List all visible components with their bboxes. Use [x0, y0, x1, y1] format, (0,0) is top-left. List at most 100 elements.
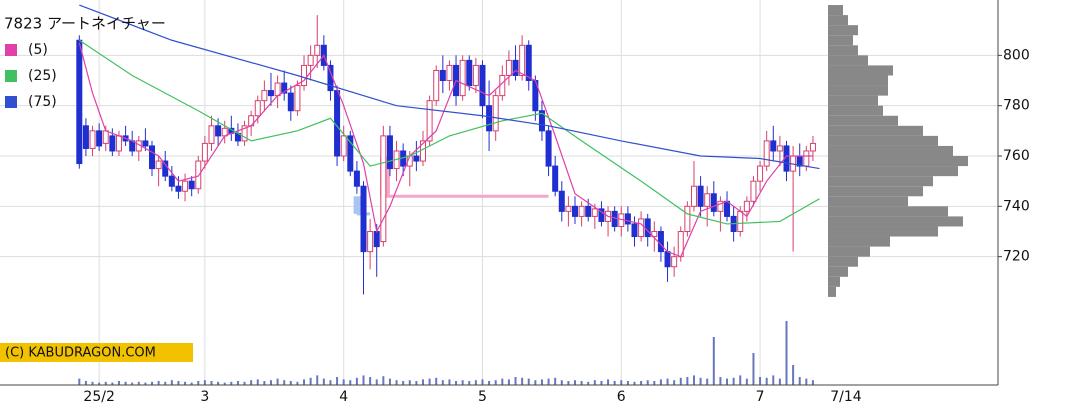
volume-bar — [131, 382, 134, 385]
candle-body — [624, 213, 631, 225]
x-tick-label: 25/2 — [83, 389, 114, 405]
volume-bar — [580, 381, 583, 385]
volume-bar — [395, 380, 398, 385]
candle-body — [149, 145, 156, 170]
volume-bar — [362, 375, 365, 385]
volume-bar — [402, 381, 405, 385]
volume-bar — [184, 381, 187, 385]
candle-body — [182, 180, 189, 192]
y-tick-label: 800 — [1003, 47, 1030, 63]
volume-bar — [415, 381, 418, 385]
volume-bar — [732, 377, 735, 385]
candle-body — [215, 125, 222, 137]
volume-bar — [197, 381, 200, 385]
profile-bar — [828, 266, 848, 277]
profile-bar — [828, 135, 938, 146]
candle-body — [558, 190, 565, 212]
volume-bar — [223, 382, 226, 385]
volume-bar — [593, 380, 596, 385]
volume-bar — [448, 379, 451, 385]
volume-bar — [686, 377, 689, 385]
candle-body — [274, 82, 281, 97]
candle-body — [697, 185, 704, 207]
volume-bar — [355, 377, 358, 385]
candle-body — [538, 110, 545, 132]
volume-bar — [494, 380, 497, 385]
profile-bar — [828, 85, 888, 96]
candle-body — [459, 59, 466, 97]
legend-swatch — [5, 70, 17, 82]
volume-bar — [706, 378, 709, 385]
x-end-label: 7/14 — [830, 389, 862, 405]
candle-body — [671, 256, 678, 268]
profile-bar — [828, 5, 843, 16]
x-tick-label: 5 — [478, 389, 487, 405]
candle-body — [505, 59, 512, 76]
candle-body — [690, 185, 697, 207]
profile-bar — [828, 216, 963, 227]
candle-body — [572, 205, 579, 217]
candle-body — [76, 39, 83, 165]
volume-bar — [712, 337, 715, 385]
volume-bar — [692, 375, 695, 385]
candle-body — [96, 130, 103, 147]
volume-bar — [329, 380, 332, 385]
volume-bar — [296, 381, 299, 385]
candle-body — [360, 185, 367, 253]
candle-body — [386, 135, 393, 170]
volume-bar — [269, 380, 272, 385]
candle-body — [657, 231, 664, 253]
x-tick-label: 3 — [200, 389, 209, 405]
candle-body — [168, 175, 175, 187]
volume-bar — [613, 381, 616, 385]
gap-box — [353, 196, 364, 214]
volume-bar — [230, 381, 233, 385]
candle-body — [340, 135, 347, 157]
y-tick-label: 740 — [1003, 198, 1030, 214]
volume-bar — [157, 381, 160, 385]
profile-bar — [828, 115, 898, 126]
candle-body — [664, 251, 671, 268]
candle-body — [803, 150, 810, 167]
legend-swatch — [5, 44, 17, 56]
volume-bar — [104, 381, 107, 385]
volume-bar — [408, 380, 411, 385]
volume-bar — [726, 378, 729, 385]
volume-bar — [250, 380, 253, 385]
candle-body — [644, 218, 651, 238]
profile-bar — [828, 156, 968, 167]
candle-body — [301, 64, 308, 87]
candle-body — [591, 208, 598, 217]
volume-bar — [111, 382, 114, 385]
volume-bar — [534, 380, 537, 385]
candle-body — [724, 200, 731, 217]
candle-body — [492, 95, 499, 132]
candle-body — [241, 125, 248, 142]
candle-body — [195, 160, 202, 190]
candle-body — [142, 140, 149, 147]
volume-bar — [507, 379, 510, 385]
volume-bar — [375, 379, 378, 385]
volume-bar — [435, 377, 438, 385]
candle-body — [175, 185, 182, 192]
volume-bar — [441, 380, 444, 385]
volume-bar — [217, 381, 220, 385]
candle-body — [598, 208, 605, 222]
y-tick-label: 760 — [1003, 148, 1030, 164]
candle-body — [552, 165, 559, 192]
candle-body — [512, 59, 519, 76]
volume-bar — [481, 379, 484, 385]
candle-body — [578, 205, 585, 217]
volume-bar — [719, 377, 722, 385]
volume-bar — [98, 382, 101, 385]
volume-bar — [256, 379, 259, 385]
watermark: (C) KABUDRAGON.COM — [5, 346, 156, 361]
profile-bar — [828, 65, 893, 76]
candle-body — [737, 210, 744, 233]
volume-bar — [322, 378, 325, 385]
volume-bar — [203, 380, 206, 385]
volume-bar — [626, 381, 629, 385]
profile-bar — [828, 45, 858, 56]
volume-bar — [349, 380, 352, 385]
candle-body — [472, 64, 479, 87]
